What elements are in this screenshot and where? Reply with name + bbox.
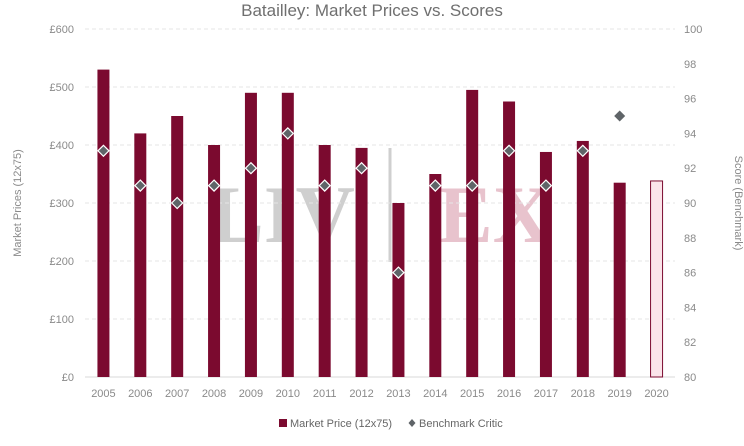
left-tick-label: £100	[50, 314, 74, 326]
left-tick-label: £300	[50, 198, 74, 210]
x-tick-label: 2012	[349, 388, 373, 400]
x-tick-label: 2011	[313, 388, 337, 400]
score-marker-2018	[576, 144, 590, 158]
right-tick-label: 88	[684, 233, 696, 245]
score-marker-2017	[539, 179, 553, 192]
right-tick-label: 84	[684, 302, 696, 314]
x-tick-label: 2010	[276, 388, 300, 400]
x-tick-label: 2008	[202, 388, 226, 400]
price-bar-2016	[503, 101, 516, 377]
score-marker-2011	[318, 179, 332, 192]
score-marker-2012	[355, 161, 368, 175]
right-tick-label: 94	[684, 128, 696, 140]
left-tick-label: £200	[50, 256, 74, 268]
score-marker-2009	[244, 161, 258, 175]
x-tick-label: 2015	[460, 388, 484, 400]
right-tick-label: 80	[684, 372, 696, 384]
score-marker-2015	[465, 179, 479, 192]
price-bar-2019	[613, 182, 626, 377]
price-bar-2006	[134, 133, 147, 377]
x-tick-label: 2014	[423, 388, 447, 400]
livex-watermark: LIVEX	[209, 148, 552, 262]
score-marker-2010	[281, 127, 295, 140]
x-tick-label: 2019	[607, 388, 631, 400]
right-axis-ticks: 80 82 84 86 88 90 92 94 96 98 100	[684, 24, 702, 384]
left-tick-label: £600	[50, 24, 74, 36]
right-tick-label: 92	[684, 163, 696, 175]
score-marker-2013	[392, 266, 405, 279]
price-bar-2009	[244, 92, 257, 378]
price-bar-2014	[429, 174, 442, 377]
chart-title: Batailley: Market Prices vs. Scores	[241, 1, 503, 20]
score-marker-2008	[207, 179, 221, 192]
price-bar-2018	[576, 140, 589, 377]
score-marker-2016	[502, 144, 516, 158]
legend-label-benchmark-critic: Benchmark Critic	[419, 418, 503, 430]
right-tick-label: 100	[684, 24, 702, 36]
score-markers	[97, 110, 626, 279]
price-bar-2007	[171, 116, 184, 377]
price-bar-2015	[466, 89, 479, 378]
x-tick-label: 2009	[239, 388, 263, 400]
price-bar-2010	[281, 92, 294, 378]
left-axis-ticks: £0 £100 £200 £300 £400 £500 £600	[50, 24, 74, 384]
x-tick-label: 2005	[91, 388, 115, 400]
price-bar-2017	[539, 151, 552, 377]
x-tick-label: 2013	[386, 388, 410, 400]
x-tick-label: 2016	[497, 388, 521, 400]
price-bar-2020	[650, 180, 664, 378]
score-marker-2005	[97, 144, 110, 158]
right-tick-label: 98	[684, 59, 696, 71]
right-tick-label: 86	[684, 268, 696, 280]
price-bar-2005	[97, 69, 110, 377]
right-tick-label: 90	[684, 198, 696, 210]
left-tick-label: £400	[50, 140, 74, 152]
right-axis-label: Score (Benchmark)	[732, 156, 744, 251]
legend-label-market-price: Market Price (12x75)	[290, 418, 392, 430]
right-tick-label: 96	[684, 94, 696, 106]
x-tick-label: 2020	[644, 388, 668, 400]
left-axis-label: Market Prices (12x75)	[12, 149, 24, 257]
score-marker-2014	[428, 179, 442, 192]
price-bar-2013	[392, 203, 405, 377]
price-bar-2012	[355, 147, 368, 377]
score-marker-2007	[170, 196, 184, 210]
legend-swatch-benchmark-critic	[408, 419, 416, 427]
x-tick-label: 2018	[571, 388, 595, 400]
legend-swatch-market-price	[279, 419, 287, 427]
left-tick-label: £500	[50, 82, 74, 94]
price-bars	[97, 69, 664, 378]
right-tick-label: 82	[684, 337, 696, 349]
x-tick-label: 2006	[128, 388, 152, 400]
x-tick-label: 2017	[534, 388, 558, 400]
price-bar-2011	[318, 145, 331, 377]
price-bar-2008	[208, 145, 221, 377]
score-marker-2019	[614, 110, 626, 122]
legend: Market Price (12x75) Benchmark Critic	[279, 418, 503, 430]
watermark-text-ex: EX	[438, 169, 552, 260]
left-tick-label: £0	[62, 372, 74, 384]
x-axis-ticks: 2005 2006 2007 2008 2009 2010 2011 2012 2013 2014…	[91, 388, 669, 400]
score-marker-2006	[133, 179, 147, 192]
x-tick-label: 2007	[165, 388, 189, 400]
